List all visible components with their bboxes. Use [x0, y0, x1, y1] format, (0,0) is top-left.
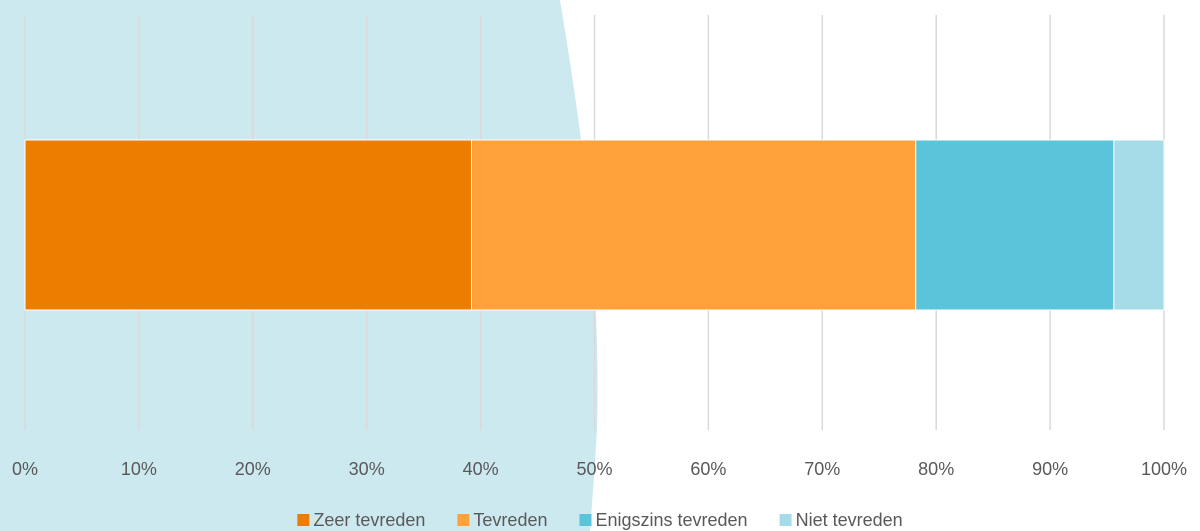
- x-tick-label: 80%: [918, 459, 954, 479]
- x-tick-label: 60%: [690, 459, 726, 479]
- x-tick-label: 40%: [463, 459, 499, 479]
- x-tick-label: 90%: [1032, 459, 1068, 479]
- legend-swatch: [457, 514, 469, 526]
- x-tick-label: 10%: [121, 459, 157, 479]
- x-tick-label: 30%: [349, 459, 385, 479]
- legend-label: Zeer tevreden: [313, 510, 425, 530]
- legend-label: Niet tevreden: [796, 510, 903, 530]
- x-tick-label: 70%: [804, 459, 840, 479]
- legend-label: Enigszins tevreden: [595, 510, 747, 530]
- legend-swatch: [780, 514, 792, 526]
- bar-segment: [471, 140, 915, 310]
- x-tick-label: 20%: [235, 459, 271, 479]
- chart: 0% 10% 20% 30% 40% 50% 60% 70% 80% 90% 100% Zeer te…: [0, 0, 1200, 531]
- x-tick-label: 50%: [576, 459, 612, 479]
- legend-label: Tevreden: [473, 510, 547, 530]
- legend-swatch: [297, 514, 309, 526]
- x-tick-label: 0%: [12, 459, 38, 479]
- bar-segment: [916, 140, 1114, 310]
- bar-segment: [25, 140, 471, 310]
- bar-segment: [1114, 140, 1164, 310]
- legend-swatch: [579, 514, 591, 526]
- x-tick-label: 100%: [1141, 459, 1187, 479]
